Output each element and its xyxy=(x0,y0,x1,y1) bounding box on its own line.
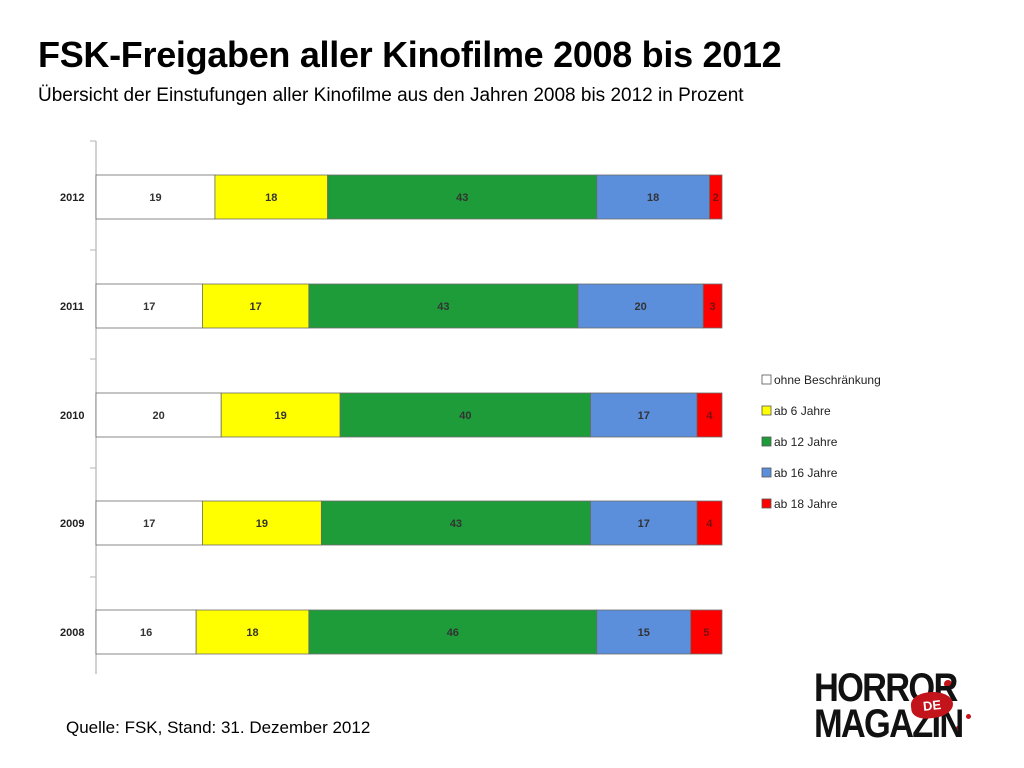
data-label: 20 xyxy=(152,410,164,422)
category-label: 2008 xyxy=(60,627,84,639)
bar-segment xyxy=(339,392,591,438)
bar-segment xyxy=(702,283,723,329)
source-note: Quelle: FSK, Stand: 31. Dezember 2012 xyxy=(66,718,371,737)
bar-segment xyxy=(95,609,197,655)
bar-segment xyxy=(308,283,579,329)
horror-magazin-logo: HORROR MAGAZIN DE xyxy=(806,664,996,750)
legend-label: ab 16 Jahre xyxy=(774,466,838,480)
bar-segment xyxy=(214,174,329,220)
legend-label: ab 6 Jahre xyxy=(774,404,831,418)
data-label: 17 xyxy=(638,518,650,530)
bar-segment xyxy=(577,283,704,329)
category-label: 2009 xyxy=(60,518,84,530)
data-label: 20 xyxy=(634,301,646,313)
data-label: 17 xyxy=(250,301,262,313)
data-label: 43 xyxy=(437,301,449,313)
data-label: 18 xyxy=(647,192,659,204)
category-label: 2012 xyxy=(60,192,84,204)
bar-segment xyxy=(590,500,698,546)
bar-segment xyxy=(202,500,322,546)
bar-segment xyxy=(95,392,222,438)
bar-segment xyxy=(709,174,723,220)
data-label: 17 xyxy=(143,518,155,530)
category-label: 2011 xyxy=(60,301,84,313)
data-label: 4 xyxy=(706,518,713,530)
bar-segment xyxy=(596,609,692,655)
data-label: 2 xyxy=(713,192,719,204)
chart-bars: 19 18 43 18 2 17 17 43 20 3 20 19 40 17 4 17 19 43 17 4 16 18… xyxy=(95,174,723,655)
bar-segment xyxy=(690,609,723,655)
data-label: 18 xyxy=(246,627,258,639)
data-label: 3 xyxy=(710,301,716,313)
bar-segment xyxy=(95,283,203,329)
logo-splat xyxy=(956,726,960,730)
data-label: 17 xyxy=(638,410,650,422)
bar-segment xyxy=(320,500,591,546)
chart-axis: 2012 2011 2010 2009 2008 xyxy=(60,140,97,674)
legend-label: ohne Beschränkung xyxy=(774,373,881,387)
bar-segment xyxy=(95,174,216,220)
category-label: 2010 xyxy=(60,410,84,422)
page-subtitle: Übersicht der Einstufungen aller Kinofil… xyxy=(38,85,744,106)
data-label: 19 xyxy=(256,518,268,530)
bar-segment xyxy=(195,609,310,655)
bar-segment xyxy=(696,392,723,438)
data-label: 43 xyxy=(450,518,462,530)
bar-segment xyxy=(95,500,203,546)
data-label: 18 xyxy=(265,192,277,204)
bar-segment xyxy=(596,174,710,220)
data-label: 17 xyxy=(143,301,155,313)
legend-swatch xyxy=(761,374,772,385)
data-label: 5 xyxy=(703,627,709,639)
data-label: 4 xyxy=(706,410,713,422)
bar-segment xyxy=(696,500,723,546)
logo-splat xyxy=(944,680,952,688)
data-label: 19 xyxy=(275,410,287,422)
chart-legend: ohne Beschränkung ab 6 Jahre ab 12 Jahre ab… xyxy=(761,373,881,511)
data-label: 15 xyxy=(638,627,650,639)
legend-swatch xyxy=(761,498,772,509)
page-title: FSK-Freigaben aller Kinofilme 2008 bis 2… xyxy=(38,34,782,75)
data-label: 16 xyxy=(140,627,152,639)
bar-segment xyxy=(590,392,698,438)
legend-label: ab 18 Jahre xyxy=(774,497,838,511)
legend-label: ab 12 Jahre xyxy=(774,435,838,449)
bar-segment xyxy=(308,609,598,655)
data-label: 40 xyxy=(459,410,471,422)
data-label: 46 xyxy=(447,627,459,639)
data-label: 19 xyxy=(149,192,161,204)
logo-splat xyxy=(966,714,971,719)
legend-swatch xyxy=(761,436,772,447)
data-label: 43 xyxy=(456,192,468,204)
bar-segment xyxy=(220,392,341,438)
legend-swatch xyxy=(761,467,772,478)
legend-swatch xyxy=(761,405,772,416)
